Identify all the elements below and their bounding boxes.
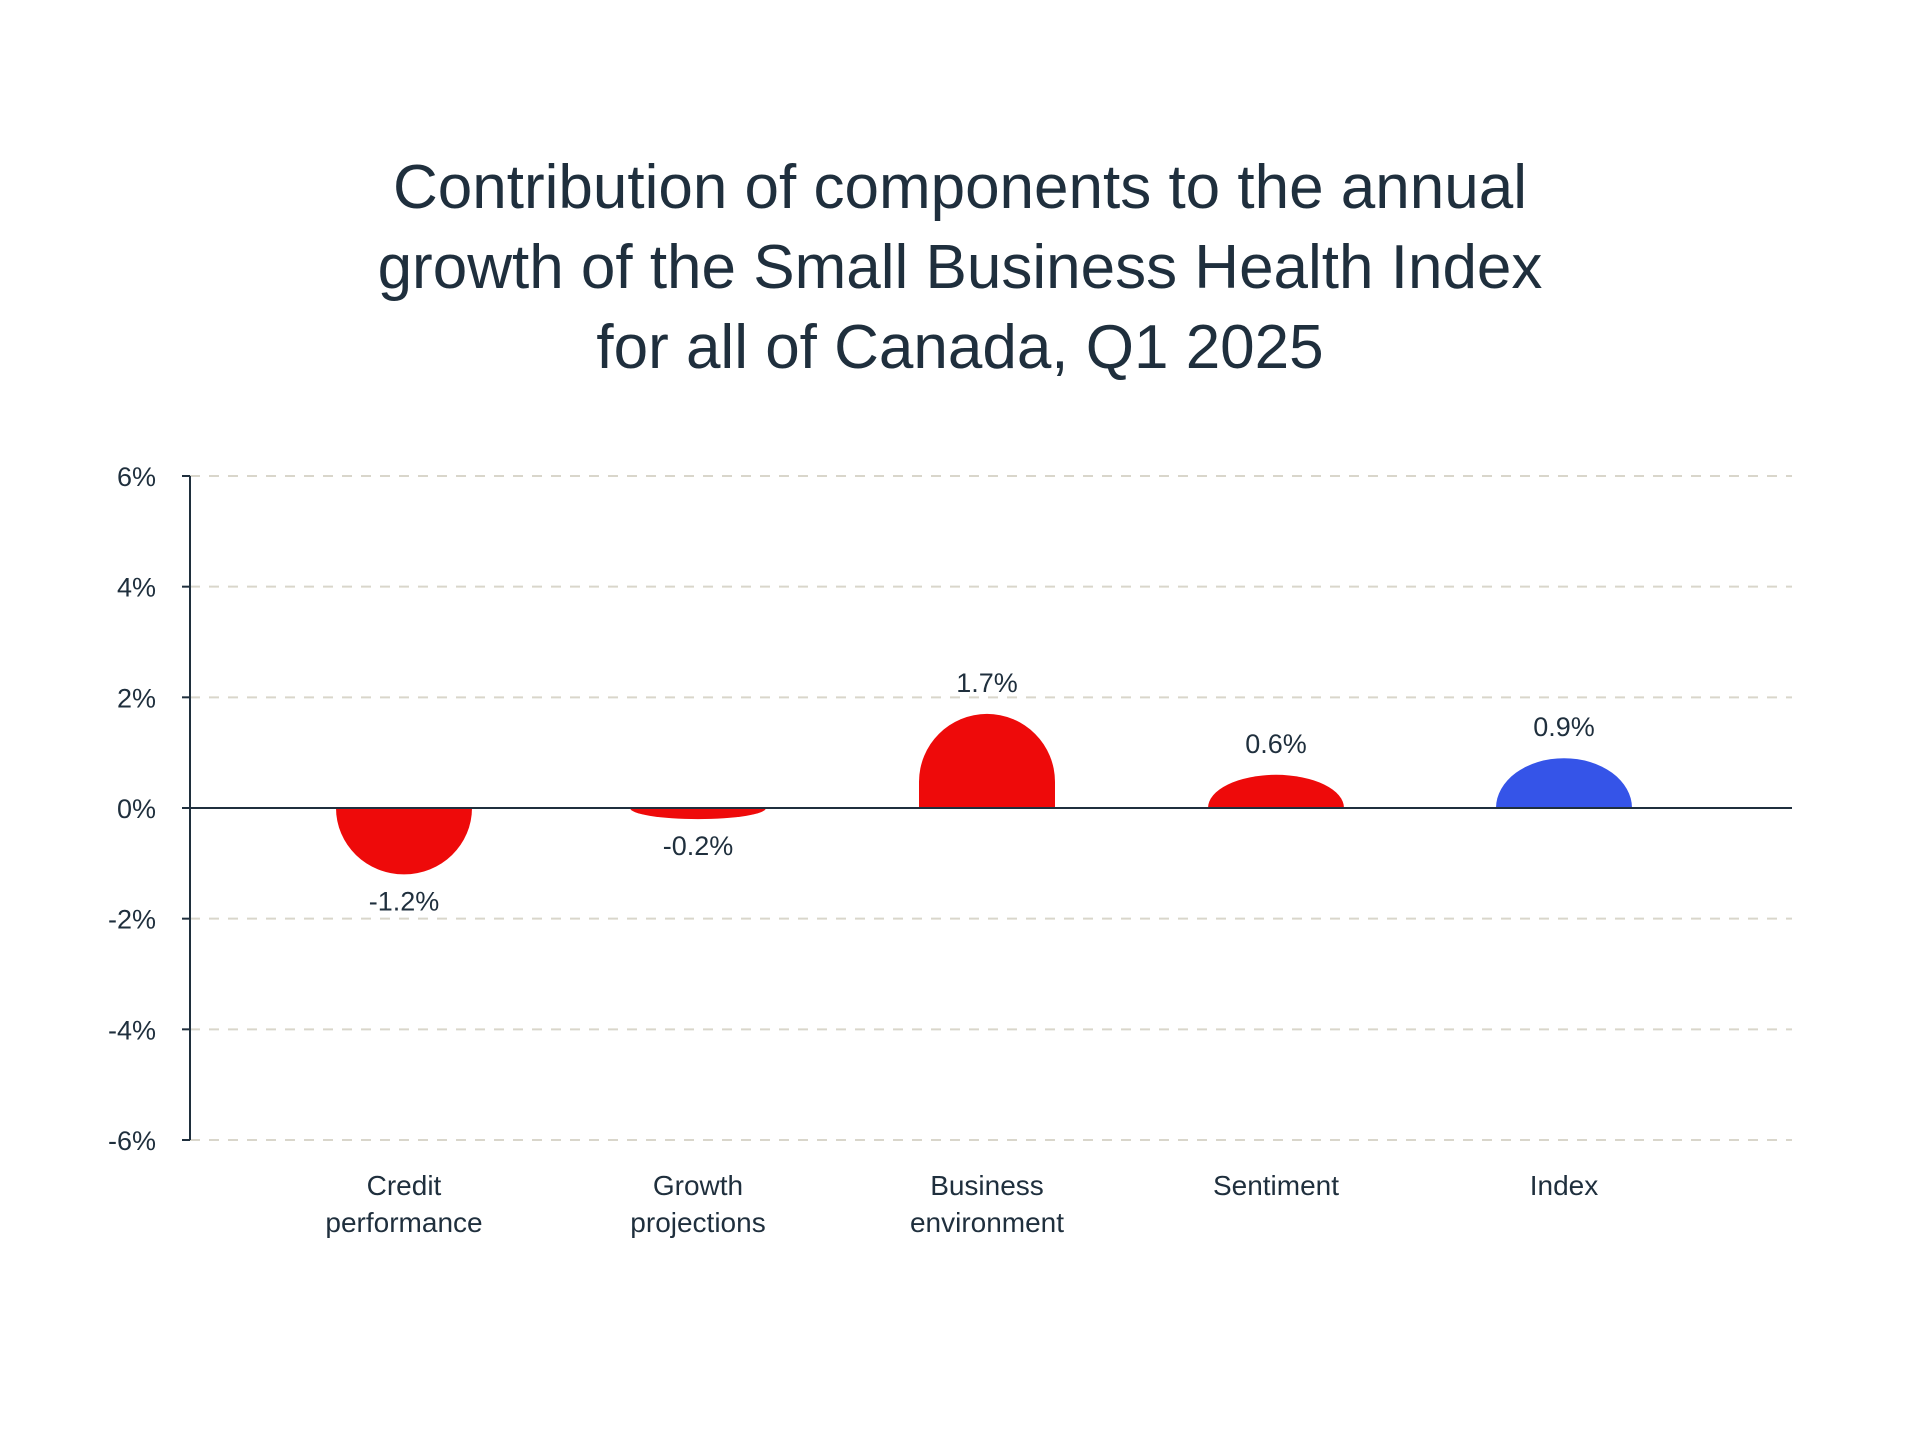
bar bbox=[1208, 774, 1344, 808]
x-category-label: projections bbox=[630, 1207, 765, 1238]
y-tick-label: 0% bbox=[117, 794, 156, 824]
gridlines bbox=[190, 475, 1792, 1141]
y-tick-label: 4% bbox=[117, 573, 156, 603]
x-category-label: Growth bbox=[653, 1170, 743, 1201]
x-category-label: environment bbox=[910, 1207, 1064, 1238]
x-category-label: Sentiment bbox=[1213, 1170, 1339, 1201]
bar bbox=[630, 808, 766, 820]
bar bbox=[336, 808, 472, 875]
y-tick-label: -6% bbox=[108, 1126, 156, 1156]
bar bbox=[919, 713, 1055, 808]
chart-title-line-3: for all of Canada, Q1 2025 bbox=[596, 313, 1324, 382]
chart-title: Contribution of components to the annual… bbox=[260, 148, 1660, 388]
y-tick-label: 2% bbox=[117, 683, 156, 713]
x-category-label: Index bbox=[1530, 1170, 1599, 1201]
y-tick-label: -2% bbox=[108, 905, 156, 935]
chart-title-line-1: Contribution of components to the annual bbox=[393, 153, 1527, 222]
x-category-label: Business bbox=[930, 1170, 1044, 1201]
y-tick-label: -4% bbox=[108, 1015, 156, 1045]
data-label: 0.9% bbox=[1533, 712, 1595, 742]
bar bbox=[1496, 758, 1632, 808]
x-category-label: Credit bbox=[367, 1170, 442, 1201]
labels: 6% 4% 2% 0% -2% -4% -6% -1.2% Credit performance -… bbox=[108, 462, 1598, 1238]
data-label: -0.2% bbox=[663, 831, 734, 861]
data-label: 0.6% bbox=[1245, 729, 1307, 759]
bars bbox=[336, 713, 1632, 875]
axes bbox=[182, 475, 1792, 1141]
data-label: -1.2% bbox=[369, 886, 440, 916]
y-tick-label: 6% bbox=[117, 462, 156, 492]
chart-title-line-2: growth of the Small Business Health Inde… bbox=[377, 233, 1543, 302]
x-category-label: performance bbox=[325, 1207, 482, 1238]
data-label: 1.7% bbox=[956, 668, 1018, 698]
